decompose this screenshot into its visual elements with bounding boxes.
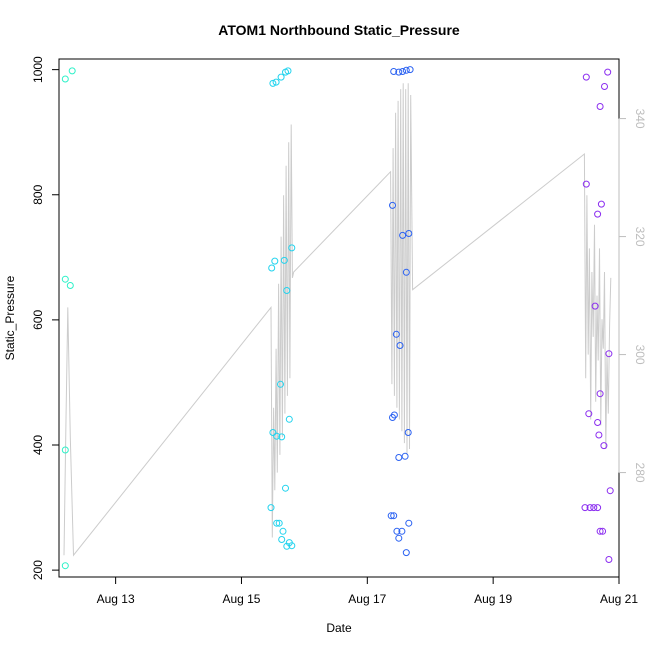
x-axis-label: Date xyxy=(326,621,352,635)
data-point-s2-15 xyxy=(285,415,293,423)
data-points-layer xyxy=(61,66,614,570)
data-point-s4-8 xyxy=(591,302,599,310)
y2-tick-label: 340 xyxy=(633,109,647,129)
data-point-s4-22 xyxy=(605,556,613,563)
data-point-s3-4 xyxy=(402,66,410,74)
x-tick-label: Aug 19 xyxy=(474,592,512,606)
data-point-s2-2 xyxy=(272,78,280,86)
y-tick-label: 600 xyxy=(31,310,45,330)
data-point-s3-6 xyxy=(389,201,396,209)
y-axis-left: 200 400 600 800 1000 xyxy=(31,56,60,580)
data-point-s3-19 xyxy=(393,527,401,535)
data-point-s4-5 xyxy=(582,180,590,188)
data-point-s3-8 xyxy=(405,230,413,237)
data-point-s4-12 xyxy=(596,390,604,398)
data-point-s2-3 xyxy=(277,73,285,81)
data-point-s1-4 xyxy=(66,282,74,289)
data-point-s2-21 xyxy=(278,536,286,543)
data-point-s1-2 xyxy=(68,67,76,75)
data-point-s4-7 xyxy=(597,200,605,208)
y-tick-label: 800 xyxy=(31,184,45,204)
data-point-s2-7 xyxy=(271,257,279,265)
data-point-s3-2 xyxy=(395,68,403,76)
data-point-s3-5 xyxy=(406,66,414,74)
x-axis: Aug 13 Aug 15 Aug 17 Aug 19 Aug 21 xyxy=(97,576,638,606)
data-point-s4-1 xyxy=(582,73,590,81)
data-point-s1-6 xyxy=(61,562,69,570)
data-point-s3-10 xyxy=(392,330,400,338)
data-point-s4-9 xyxy=(605,350,613,358)
x-tick-label: Aug 21 xyxy=(600,592,638,606)
data-point-s2-8 xyxy=(280,256,288,264)
data-point-s2-16 xyxy=(267,504,275,512)
data-point-s3-14 xyxy=(404,429,412,436)
data-point-s4-6 xyxy=(594,210,602,218)
y2-tick-label: 280 xyxy=(633,463,647,483)
y2-tick-label: 300 xyxy=(633,345,647,365)
data-point-s3-3 xyxy=(399,68,407,75)
data-point-s3-9 xyxy=(402,268,410,276)
data-point-s2-9 xyxy=(288,244,296,252)
data-point-s4-4 xyxy=(596,103,604,110)
secondary-line-layer xyxy=(63,83,612,557)
data-point-s2-24 xyxy=(288,542,296,550)
data-point-s2-14 xyxy=(278,433,286,441)
x-tick-label: Aug 17 xyxy=(348,592,386,606)
data-point-s4-13 xyxy=(595,431,603,439)
data-point-s3-1 xyxy=(390,68,398,75)
data-point-s4-21 xyxy=(599,527,607,535)
data-point-s3-23 xyxy=(402,549,410,557)
data-point-s3-11 xyxy=(396,342,404,349)
data-point-s4-20 xyxy=(596,527,604,535)
data-point-s4-15 xyxy=(581,504,589,512)
x-tick-label: Aug 15 xyxy=(222,592,260,606)
data-point-s2-17 xyxy=(282,484,289,492)
data-point-s2-10 xyxy=(283,287,291,294)
data-point-s3-21 xyxy=(395,534,403,542)
y-axis-right: 280 300 320 340 xyxy=(618,109,647,483)
data-point-s3-22 xyxy=(405,519,413,527)
chart-title: ATOM1 Northbound Static_Pressure xyxy=(218,22,460,38)
data-point-s3-17 xyxy=(387,512,395,520)
data-point-s2-5 xyxy=(284,67,292,75)
x-tick-label: Aug 13 xyxy=(97,592,135,606)
data-point-s4-2 xyxy=(601,83,608,90)
data-point-s4-18 xyxy=(594,504,602,512)
data-point-s4-3 xyxy=(604,68,612,76)
data-point-s3-15 xyxy=(395,454,403,461)
data-point-s2-1 xyxy=(269,79,277,87)
data-point-s4-17 xyxy=(590,504,598,512)
data-point-s4-11 xyxy=(594,419,602,426)
plot-frame xyxy=(58,58,620,578)
secondary-series-line xyxy=(63,83,612,557)
y-tick-label: 1000 xyxy=(31,56,45,83)
data-point-s2-13 xyxy=(273,432,281,440)
data-point-s2-11 xyxy=(277,380,284,388)
data-point-s4-19 xyxy=(606,487,614,495)
data-point-s3-16 xyxy=(401,452,409,460)
data-point-s3-18 xyxy=(390,512,398,520)
data-point-s4-14 xyxy=(600,442,608,450)
data-point-s2-19 xyxy=(275,519,283,527)
data-point-s3-13 xyxy=(390,411,398,419)
data-point-s4-10 xyxy=(585,410,593,418)
data-point-s1-1 xyxy=(61,75,69,83)
data-point-s3-20 xyxy=(398,527,406,535)
data-point-s1-3 xyxy=(61,275,69,283)
data-point-s2-6 xyxy=(268,264,276,272)
y-tick-label: 400 xyxy=(31,435,45,455)
y2-tick-label: 320 xyxy=(633,227,647,247)
y-tick-label: 200 xyxy=(31,560,45,580)
data-point-s3-7 xyxy=(399,231,407,239)
y-axis-label: Static_Pressure xyxy=(3,275,17,360)
data-point-s2-18 xyxy=(273,519,281,527)
data-point-s4-16 xyxy=(586,504,594,512)
data-point-s1-5 xyxy=(61,446,69,454)
data-point-s2-12 xyxy=(269,429,277,436)
data-point-s2-20 xyxy=(279,527,287,535)
